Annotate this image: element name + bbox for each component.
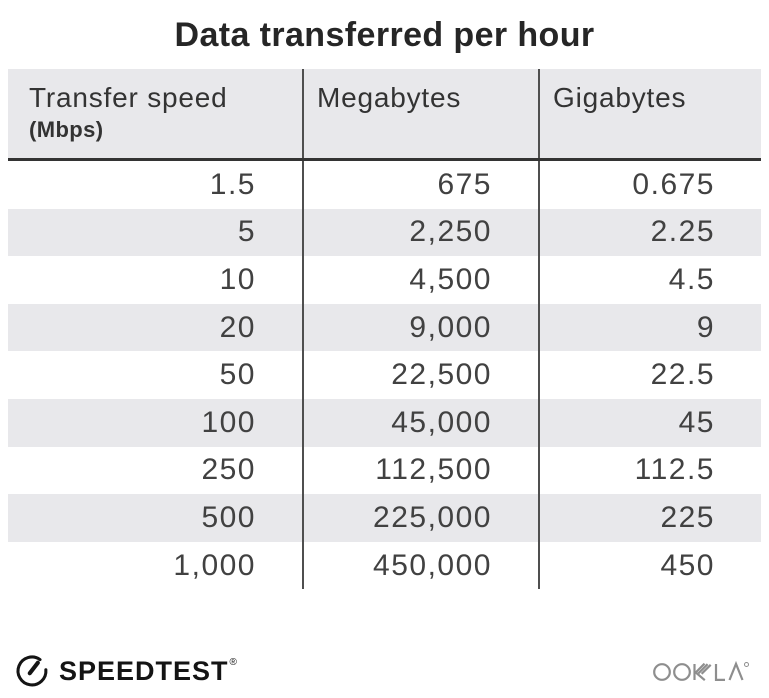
table-cell: 10: [219, 262, 256, 296]
table-cell: 675: [302, 161, 538, 209]
table-cell: 22,500: [302, 351, 538, 399]
table-cell: 4,500: [302, 256, 538, 304]
header-cell-gigabytes: Gigabytes: [538, 69, 761, 158]
header-label: Gigabytes: [553, 82, 687, 113]
header-label: Megabytes: [317, 82, 462, 113]
table-row: 20 9,000 9: [8, 303, 761, 352]
table-row: 100 45,000 45: [8, 398, 761, 447]
table-row: 250 112,500 112.5: [8, 446, 761, 495]
data-table: Transfer speed (Mbps) Megabytes Gigabyte…: [8, 69, 761, 590]
page-title: Data transferred per hour: [174, 16, 595, 54]
table-row: 50 22,500 22.5: [8, 351, 761, 399]
table-cell: 100: [201, 405, 256, 439]
table-cell: 0.675: [538, 161, 761, 209]
table-cell: 9: [538, 303, 761, 352]
table-cell: 225,000: [302, 494, 538, 542]
header-sublabel: (Mbps): [29, 117, 104, 142]
table-row: 5 2,250 2.25: [8, 208, 761, 257]
table-cell: 225: [538, 494, 761, 542]
table-row: 1.5 675 0.675: [8, 161, 761, 209]
header-cell-transfer-speed: Transfer speed (Mbps): [8, 69, 302, 158]
table-cell: 22.5: [538, 351, 761, 399]
table-cell: 5: [237, 215, 256, 249]
table-cell: 2,250: [302, 208, 538, 257]
table-cell: 500: [201, 500, 256, 534]
header-label: Transfer speed: [29, 82, 228, 113]
table-cell: 1.5: [209, 167, 256, 201]
table-cell: 1,000: [173, 548, 256, 582]
table-cell: 45,000: [302, 398, 538, 447]
table-header: Transfer speed (Mbps) Megabytes Gigabyte…: [8, 69, 761, 161]
table-cell: 50: [219, 358, 256, 392]
speedtest-logo: SPEEDTEST ®: [14, 653, 237, 689]
table-row: 10 4,500 4.5: [8, 256, 761, 304]
speedtest-wordmark: SPEEDTEST: [59, 655, 229, 686]
table-cell: 112,500: [302, 446, 538, 495]
registered-trademark-icon: ®: [229, 656, 237, 668]
table-cell: 450: [538, 541, 761, 590]
ookla-wordmark-icon: [653, 660, 749, 682]
table-row: 1,000 450,000 450: [8, 541, 761, 590]
table-cell: 450,000: [302, 541, 538, 590]
table-row: 500 225,000 225: [8, 494, 761, 542]
table-cell: 4.5: [538, 256, 761, 304]
header-cell-megabytes: Megabytes: [302, 69, 538, 158]
table-body: 1.5 675 0.675 5 2,250 2.25 10 4,500 4.5 20 9,000 9 5…: [8, 161, 761, 590]
table-cell: 250: [201, 453, 256, 487]
table-cell: 45: [538, 398, 761, 447]
table-cell: 112.5: [538, 446, 761, 495]
speedtest-gauge-icon: [16, 655, 48, 687]
table-cell: 20: [219, 310, 256, 344]
footer: SPEEDTEST ®: [14, 648, 755, 694]
table-cell: 2.25: [538, 208, 761, 257]
table-cell: 9,000: [302, 303, 538, 352]
